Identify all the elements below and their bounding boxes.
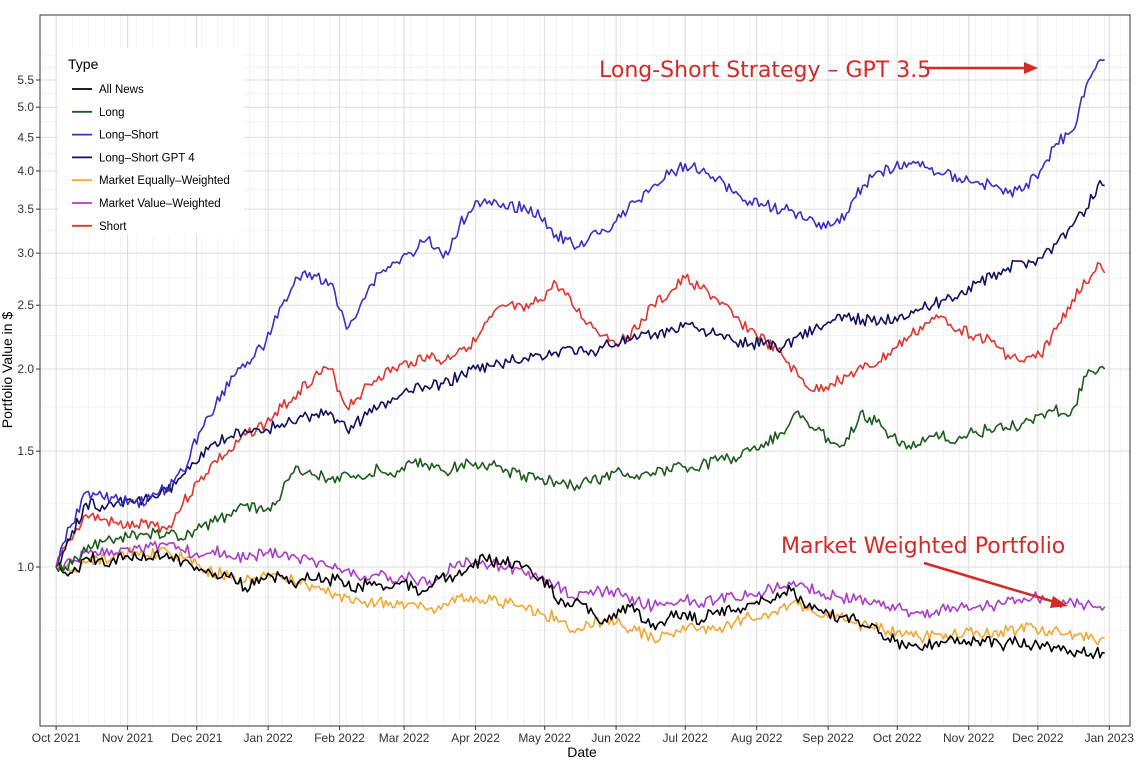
y-tick-label: 3.0 (17, 246, 34, 260)
legend-label: Long–Short GPT 4 (99, 152, 195, 164)
x-tick-label: Oct 2021 (32, 731, 81, 745)
x-tick-label: Feb 2022 (314, 731, 365, 745)
annotation-arrow-market-weighted (923, 561, 1059, 605)
y-tick-label: 4.0 (17, 164, 34, 178)
series-line (55, 179, 1105, 568)
series-line (55, 540, 1106, 619)
annotation-long-short-gpt35: Long-Short Strategy – GPT 3.5 (599, 58, 931, 83)
x-tick-label: May 2022 (518, 731, 571, 745)
annotation-market-weighted: Market Weighted Portfolio (781, 534, 1065, 559)
x-tick-label: Dec 2022 (1012, 731, 1064, 745)
annotation-arrowhead-market-weighted (1050, 596, 1068, 608)
annotation-arrowhead-long-short (1024, 62, 1038, 74)
x-tick-label: Aug 2022 (731, 731, 783, 745)
legend-label: Market Equally–Weighted (99, 175, 230, 187)
legend-label: Market Value–Weighted (99, 198, 221, 210)
grid-major (40, 15, 1130, 726)
y-tick-label: 5.5 (17, 73, 34, 87)
series-line (55, 365, 1106, 573)
annotations: Long-Short Strategy – GPT 3.5 Market Wei… (599, 58, 1068, 608)
panel-border (39, 14, 1131, 727)
y-tick-label: 1.5 (17, 444, 34, 458)
y-tick-label: 2.5 (17, 298, 34, 312)
y-tick-label: 1.0 (17, 560, 34, 574)
y-tick-label: 4.5 (17, 130, 34, 144)
x-tick-label: Apr 2022 (451, 731, 500, 745)
legend-label: Long–Short (99, 130, 159, 142)
y-axis-title: Portfolio Value in $ (0, 312, 15, 429)
x-tick-label: Jan 2023 (1085, 731, 1135, 745)
x-tick-label: Nov 2021 (102, 731, 154, 745)
x-tick-label: Oct 2022 (873, 731, 922, 745)
series-line (55, 546, 1105, 646)
legend-label: All News (99, 84, 144, 96)
y-axis: 1.0 1.5 2.0 2.5 3.0 3.5 4.0 4.5 5.0 5.5 (17, 73, 40, 574)
series-line (55, 262, 1106, 568)
legend-title: Type (68, 56, 99, 72)
legend-label: Long (99, 107, 125, 119)
series-line (55, 59, 1105, 568)
y-tick-label: 2.0 (17, 362, 34, 376)
x-tick-label: Mar 2022 (379, 731, 430, 745)
legend: Type All News Long Long–Short Long–Short GP… (58, 48, 244, 234)
x-tick-label: Sep 2022 (802, 731, 854, 745)
x-axis-title: Date (567, 744, 597, 760)
y-tick-label: 5.0 (17, 100, 34, 114)
x-axis: Oct 2021 Nov 2021 Dec 2021 Jan 2022 Feb 2022… (32, 726, 1134, 745)
x-tick-label: Nov 2022 (943, 731, 995, 745)
x-tick-label: Jul 2022 (663, 731, 709, 745)
series-line (55, 549, 1105, 660)
x-tick-label: Jun 2022 (591, 731, 641, 745)
series-layer (55, 59, 1106, 660)
legend-label: Short (99, 221, 127, 233)
x-tick-label: Jan 2022 (243, 731, 293, 745)
y-tick-label: 3.5 (17, 202, 34, 216)
x-tick-label: Dec 2021 (171, 731, 223, 745)
